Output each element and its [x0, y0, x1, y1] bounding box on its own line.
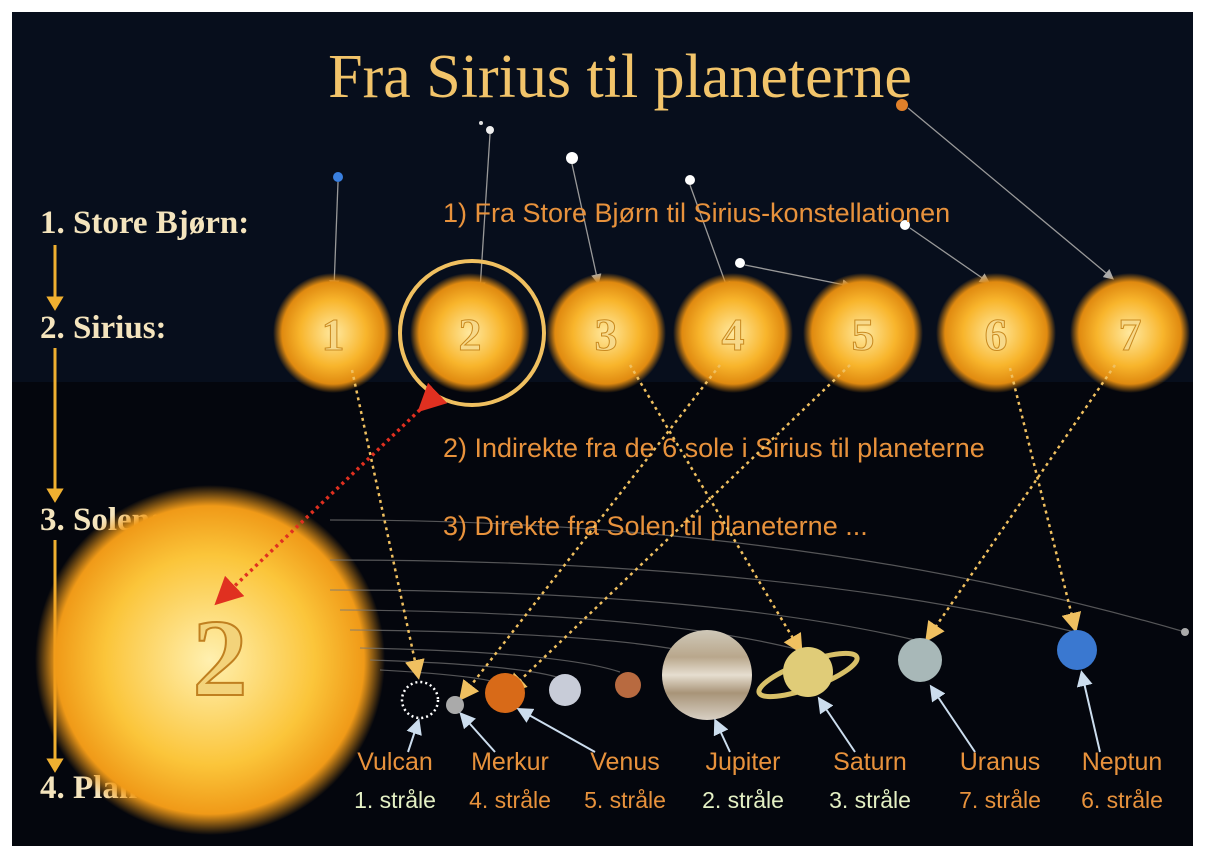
planet-name: Jupiter: [705, 748, 780, 776]
sun-number: 3: [595, 309, 618, 360]
sun-number: 4: [722, 309, 745, 360]
title: Fra Sirius til planeterne: [328, 43, 912, 111]
planet-name: Neptun: [1082, 748, 1163, 776]
sirius-sun: [936, 273, 1056, 393]
stars: [329, 99, 1114, 293]
level-label: 2. Sirius:: [40, 310, 167, 346]
sun-number: 6: [985, 309, 1008, 360]
sun-number: 2: [459, 309, 482, 360]
step-text: 2) Indirekte fra de 6 sole i Sirius til …: [443, 433, 985, 463]
planets: [400, 628, 1189, 720]
connections: [214, 364, 1117, 701]
planet-ray: 1. stråle: [354, 787, 436, 813]
planet-ray: 2. stråle: [702, 787, 784, 813]
sun-number: 5: [852, 309, 875, 360]
sirius-sun: [410, 273, 530, 393]
step-text: 3) Direkte fra Solen til planeterne ...: [443, 511, 868, 541]
sun-label: 2: [193, 597, 248, 719]
level-label: 1. Store Bjørn:: [40, 205, 249, 241]
planet-name: Vulcan: [357, 748, 433, 776]
sirius-sun: [1070, 273, 1190, 393]
planet-name: Saturn: [833, 748, 907, 776]
step-text: 1) Fra Store Bjørn til Sirius-konstellat…: [443, 198, 950, 228]
planet-ray: 3. stråle: [829, 787, 911, 813]
planet-ray: 4. stråle: [469, 787, 551, 813]
sirius-sun: [273, 273, 393, 393]
sun-number: 7: [1119, 309, 1142, 360]
planet-ray: 6. stråle: [1081, 787, 1163, 813]
planet-name: Uranus: [960, 748, 1041, 776]
sirius-sun: [546, 273, 666, 393]
highlight-ring: [398, 259, 546, 407]
sirius-sun: [673, 273, 793, 393]
sun-number: 1: [322, 309, 345, 360]
planet-ray: 7. stråle: [959, 787, 1041, 813]
planet-name: Venus: [590, 748, 660, 776]
planet-ray: 5. stråle: [584, 787, 666, 813]
planet-pointers: [406, 670, 1101, 753]
planet-name: Merkur: [471, 748, 549, 776]
sirius-sun: [803, 273, 923, 393]
